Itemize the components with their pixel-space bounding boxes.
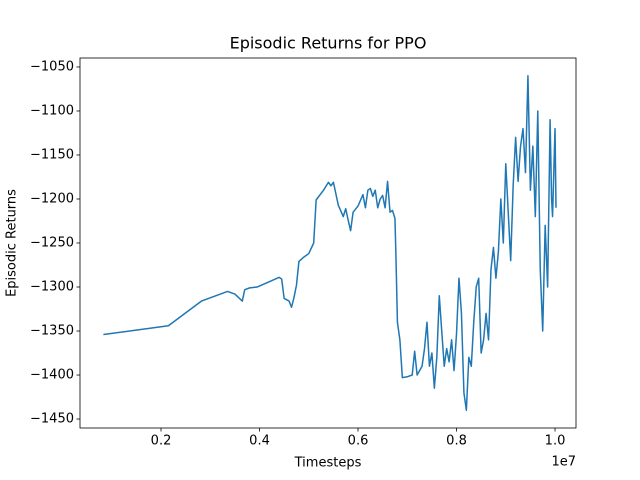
x-tick-label: 1.0 <box>545 434 566 449</box>
y-tick-label: −1100 <box>30 103 74 118</box>
y-tick-label: −1350 <box>30 324 74 339</box>
x-tick-label: 0.6 <box>348 434 369 449</box>
y-tick-label: −1200 <box>30 191 74 206</box>
x-offset-label: 1e7 <box>551 455 576 470</box>
y-tick-label: −1050 <box>30 59 74 74</box>
chart-title: Episodic Returns for PPO <box>230 34 427 53</box>
data-line <box>103 75 557 411</box>
x-tick-label: 0.8 <box>446 434 467 449</box>
y-tick-label: −1300 <box>30 280 74 295</box>
y-tick-label: −1150 <box>30 147 74 162</box>
plot-frame <box>79 57 577 429</box>
x-tick-label: 0.2 <box>151 434 172 449</box>
y-tick-label: −1450 <box>30 412 74 427</box>
x-tick-label: 0.4 <box>249 434 270 449</box>
y-axis-label: Episodic Returns <box>5 189 20 297</box>
y-tick-label: −1400 <box>30 368 74 383</box>
y-tick-label: −1250 <box>30 236 74 251</box>
x-axis-label: Timesteps <box>294 456 362 471</box>
